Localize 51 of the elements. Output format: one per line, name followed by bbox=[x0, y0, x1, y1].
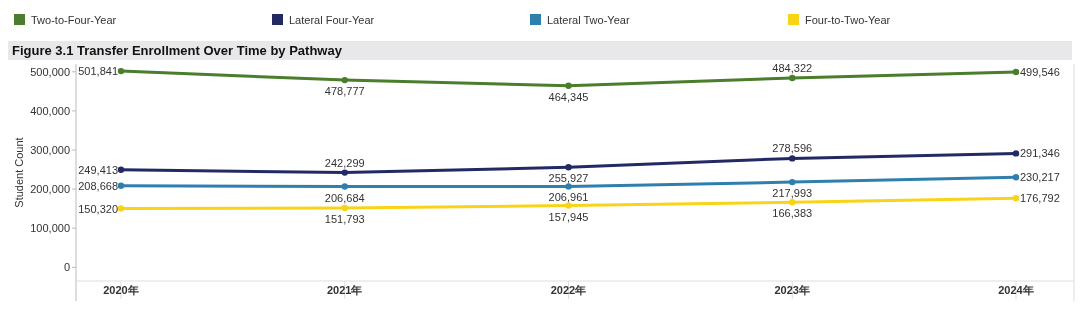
y-tick-label: 100,000 bbox=[30, 222, 70, 235]
y-tick-label: 400,000 bbox=[30, 104, 70, 117]
data-label: 484,322 bbox=[772, 61, 813, 74]
x-tick-label: 2021年 bbox=[327, 284, 363, 296]
legend-label: Two-to-Four-Year bbox=[31, 14, 117, 26]
point bbox=[1012, 150, 1020, 157]
data-label: 151,793 bbox=[324, 212, 365, 225]
point bbox=[341, 183, 348, 190]
data-label: 217,993 bbox=[772, 187, 813, 200]
data-label: 208,668 bbox=[78, 179, 118, 192]
chart-title: Figure 3.1 Transfer Enrollment Over Time by Pathway bbox=[12, 43, 343, 58]
data-label: 464,345 bbox=[548, 90, 589, 103]
data-label: 166,383 bbox=[772, 207, 813, 220]
point bbox=[789, 178, 796, 186]
legend-label: Four-to-Two-Year bbox=[805, 14, 891, 26]
data-label: 255,927 bbox=[548, 172, 589, 185]
x-tick-label: 2022年 bbox=[550, 284, 587, 296]
point bbox=[789, 155, 796, 162]
data-label: 501,841 bbox=[78, 65, 118, 78]
point bbox=[565, 82, 572, 89]
data-label: 242,299 bbox=[324, 156, 365, 169]
data-label: 291,346 bbox=[1020, 147, 1060, 160]
data-label: 176,792 bbox=[1020, 192, 1060, 205]
data-label: 150,320 bbox=[78, 202, 118, 215]
y-tick-label: 200,000 bbox=[30, 183, 70, 196]
point bbox=[789, 199, 796, 206]
point bbox=[341, 169, 348, 176]
data-label: 157,945 bbox=[548, 210, 589, 223]
y-tick-label: 500,000 bbox=[30, 65, 70, 78]
data-label: 230,217 bbox=[1020, 171, 1060, 184]
y-axis-title: Student Count bbox=[13, 137, 25, 208]
x-tick-label: 2024年 bbox=[998, 284, 1034, 296]
x-tick-label: 2020年 bbox=[103, 284, 139, 296]
data-label: 278,596 bbox=[772, 142, 813, 155]
point bbox=[341, 204, 348, 212]
point bbox=[341, 76, 348, 84]
y-tick-label: 0 bbox=[63, 261, 70, 274]
point bbox=[1012, 68, 1020, 76]
data-label: 478,777 bbox=[324, 85, 365, 98]
point bbox=[789, 74, 796, 82]
y-tick-label: 300,000 bbox=[30, 144, 70, 157]
legend-label: Lateral Two-Year bbox=[547, 14, 630, 26]
data-label: 249,413 bbox=[78, 163, 118, 176]
data-label: 206,961 bbox=[548, 191, 589, 204]
point bbox=[1012, 174, 1020, 181]
legend-label: Lateral Four-Year bbox=[289, 14, 375, 26]
point bbox=[565, 164, 572, 171]
data-label: 499,546 bbox=[1020, 66, 1060, 78]
x-tick-label: 2023年 bbox=[774, 284, 810, 296]
data-label: 206,684 bbox=[324, 191, 365, 204]
point bbox=[1012, 194, 1020, 202]
